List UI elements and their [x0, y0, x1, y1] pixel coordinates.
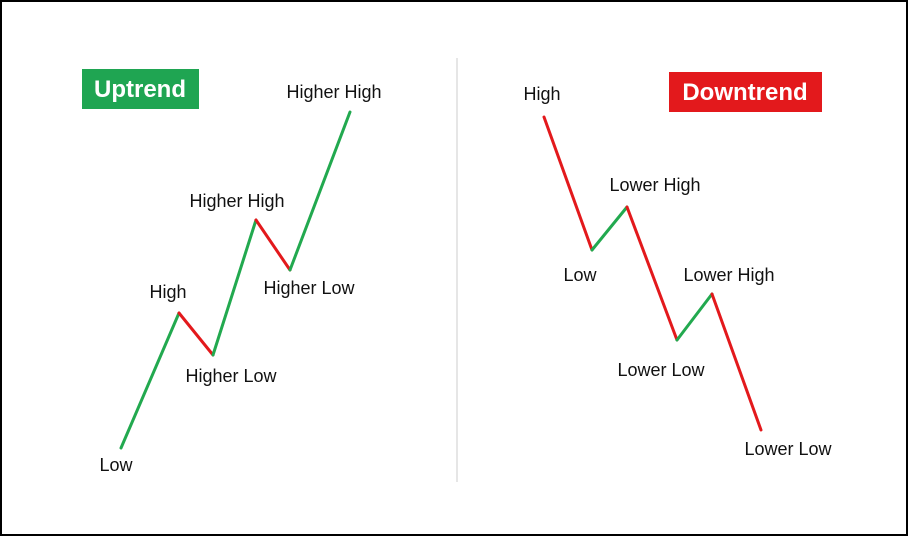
uptrend-label-higher-low-1: Higher Low	[185, 366, 277, 386]
uptrend-badge: Uptrend	[82, 69, 199, 109]
downtrend-label-lower-low-2: Lower Low	[744, 439, 832, 459]
downtrend-segment-1	[542, 115, 594, 252]
uptrend-segment-5	[288, 110, 352, 272]
downtrend-label-lower-low-1: Lower Low	[617, 360, 705, 380]
uptrend-label-higher-low-2: Higher Low	[263, 278, 355, 298]
downtrend-label-low: Low	[563, 265, 597, 285]
uptrend-label-low: Low	[99, 455, 133, 475]
downtrend-badge-background	[669, 72, 822, 112]
downtrend-segment-3	[625, 205, 679, 342]
uptrend-label-high: High	[149, 282, 186, 302]
uptrend-segment-3	[211, 218, 258, 357]
uptrend-badge-background	[82, 69, 199, 109]
uptrend-segment-4	[254, 218, 292, 272]
uptrend-label-higher-high-1: Higher High	[189, 191, 284, 211]
downtrend-label-lower-high-2: Lower High	[683, 265, 774, 285]
uptrend-segment-1	[119, 311, 181, 450]
downtrend-label-lower-high-1: Lower High	[609, 175, 700, 195]
uptrend-title: Uptrend	[94, 76, 186, 103]
downtrend-segment-2	[590, 205, 629, 252]
uptrend-label-higher-high-2: Higher High	[286, 82, 381, 102]
trend-segments	[119, 110, 763, 450]
downtrend-badge: Downtrend	[669, 72, 822, 112]
downtrend-segment-4	[675, 292, 714, 342]
trend-point-labels: Low High Higher Low Higher High Higher L…	[99, 82, 832, 475]
uptrend-segment-2	[177, 311, 215, 357]
downtrend-title: Downtrend	[682, 79, 807, 106]
downtrend-segment-5	[710, 292, 763, 432]
downtrend-label-high: High	[523, 84, 560, 104]
